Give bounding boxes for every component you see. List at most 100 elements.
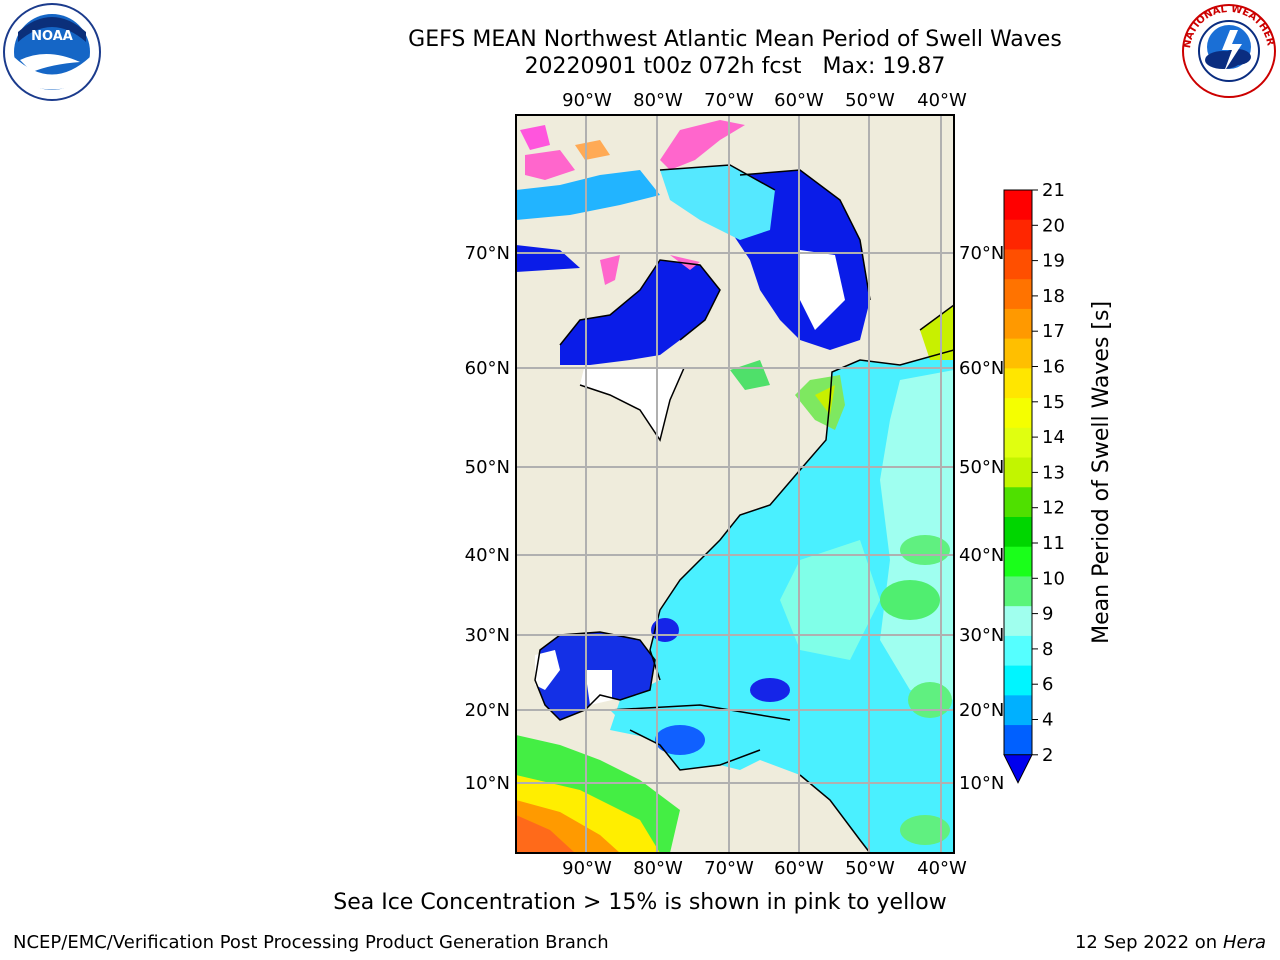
svg-text:NOAA: NOAA bbox=[31, 29, 73, 44]
colorbar-segment bbox=[1004, 249, 1032, 280]
colorbar-tick-label: 6 bbox=[1042, 674, 1053, 695]
green-patch bbox=[900, 815, 950, 845]
lon-label: 60°W bbox=[774, 858, 824, 879]
lat-label: 20°N bbox=[465, 700, 510, 721]
lat-label: 50°N bbox=[465, 457, 510, 478]
lon-label: 40°W bbox=[917, 858, 967, 879]
colorbar-segment bbox=[1004, 546, 1032, 577]
map-title: GEFS MEAN Northwest Atlantic Mean Period… bbox=[408, 27, 1062, 52]
colorbar-tick-label: 21 bbox=[1042, 180, 1065, 201]
lat-label: 10°N bbox=[465, 773, 510, 794]
lat-label: 60°N bbox=[959, 358, 1004, 379]
green-patch bbox=[900, 535, 950, 565]
ocean-light-patch bbox=[880, 370, 954, 700]
colorbar-tick-label: 12 bbox=[1042, 498, 1065, 519]
lat-label: 60°N bbox=[465, 358, 510, 379]
colorbar-segment bbox=[1004, 576, 1032, 607]
colorbar-tick-label: 9 bbox=[1042, 604, 1053, 625]
run-date: 12 Sep 2022 on Hera bbox=[1074, 932, 1266, 953]
lon-labels-bottom: 90°W 80°W 70°W 60°W 50°W 40°W bbox=[562, 858, 967, 879]
colorbar-tick-label: 10 bbox=[1042, 568, 1065, 589]
lon-label: 40°W bbox=[917, 90, 967, 111]
colorbar-tick-label: 19 bbox=[1042, 251, 1065, 272]
colorbar-segment bbox=[1004, 457, 1032, 488]
lat-label: 40°N bbox=[959, 545, 1004, 566]
colorbar-segment bbox=[1004, 725, 1032, 756]
colorbar-segment bbox=[1004, 487, 1032, 518]
colorbar-extend-arrow bbox=[1003, 754, 1033, 784]
colorbar-segment bbox=[1004, 606, 1032, 637]
lon-label: 70°W bbox=[704, 858, 754, 879]
sea-ice-note: Sea Ice Concentration > 15% is shown in … bbox=[333, 890, 947, 915]
colorbar: 21 20 19 18 17 16 15 14 13 12 11 10 9 8 6 4 2 Mean Period… bbox=[1003, 180, 1114, 784]
colorbar-tick-label: 14 bbox=[1042, 427, 1065, 448]
lat-label: 30°N bbox=[465, 625, 510, 646]
ocean-light-patch bbox=[780, 540, 880, 660]
hudson-bay bbox=[560, 260, 720, 365]
colorbar-segment bbox=[1004, 695, 1032, 726]
forecast-date: 20220901 t00z 072h fcst bbox=[524, 54, 802, 79]
colorbar-segment bbox=[1004, 219, 1032, 250]
lat-label: 20°N bbox=[959, 700, 1004, 721]
map-subtitle: 20220901 t00z 072h fcst Max: 19.87 bbox=[400, 54, 1070, 80]
graticule bbox=[516, 115, 954, 853]
colorbar-tick-label: 17 bbox=[1042, 321, 1065, 342]
colorbar-segment bbox=[1004, 190, 1032, 221]
nws-logo: NATIONAL WEATHER SERVICE bbox=[1180, 2, 1276, 98]
sea-ice bbox=[575, 140, 610, 160]
green-patch bbox=[880, 580, 940, 620]
lon-label: 90°W bbox=[562, 858, 612, 879]
sea-ice bbox=[520, 125, 550, 150]
colorbar-segment bbox=[1004, 516, 1032, 548]
lon-label: 50°W bbox=[845, 90, 895, 111]
green-patch bbox=[908, 682, 952, 718]
colorbar-segment bbox=[1004, 635, 1032, 667]
sea-ice bbox=[600, 255, 620, 285]
colorbar-segment bbox=[1004, 427, 1032, 459]
lat-label: 40°N bbox=[465, 545, 510, 566]
colorbar-segment bbox=[1004, 398, 1032, 429]
lat-labels-right: 70°N 60°N 50°N 40°N 30°N 20°N 10°N bbox=[959, 243, 1004, 794]
colorbar-tick-label: 2 bbox=[1042, 745, 1053, 766]
colorbar-label: Mean Period of Swell Waves [s] bbox=[1089, 301, 1114, 644]
colorbar-tick-label: 8 bbox=[1042, 639, 1053, 660]
noaa-logo: NOAA bbox=[3, 3, 101, 101]
map-frame bbox=[515, 114, 955, 854]
lon-label: 60°W bbox=[774, 90, 824, 111]
lat-label: 70°N bbox=[959, 243, 1004, 264]
max-value: Max: 19.87 bbox=[822, 54, 946, 79]
arctic-channel bbox=[516, 245, 580, 272]
dark-patch bbox=[655, 725, 705, 755]
machine-name: Hera bbox=[1222, 932, 1266, 953]
lat-labels-left: 70°N 60°N 50°N 40°N 30°N 20°N 10°N bbox=[465, 243, 510, 794]
colorbar-segment bbox=[1004, 279, 1032, 310]
colorbar-segment bbox=[1004, 338, 1032, 369]
arctic-channel bbox=[516, 170, 660, 220]
lat-label: 70°N bbox=[465, 243, 510, 264]
colorbar-segment bbox=[1004, 665, 1032, 696]
lat-label: 50°N bbox=[959, 457, 1004, 478]
coastlines bbox=[534, 164, 954, 853]
colorbar-tick-label: 20 bbox=[1042, 215, 1065, 236]
colorbar-segment bbox=[1004, 308, 1032, 340]
credit-text: NCEP/EMC/Verification Post Processing Pr… bbox=[13, 932, 609, 953]
lon-label: 80°W bbox=[633, 90, 683, 111]
lat-label: 30°N bbox=[959, 625, 1004, 646]
dark-patch bbox=[750, 678, 790, 702]
colorbar-segment bbox=[1004, 368, 1032, 399]
sea-ice bbox=[525, 150, 575, 180]
lon-labels-top: 90°W 80°W 70°W 60°W 50°W 40°W bbox=[562, 90, 967, 111]
lon-label: 80°W bbox=[633, 858, 683, 879]
lon-label: 70°W bbox=[704, 90, 754, 111]
colorbar-tick-label: 15 bbox=[1042, 392, 1065, 413]
lon-label: 90°W bbox=[562, 90, 612, 111]
baffin bbox=[660, 165, 775, 240]
lat-label: 10°N bbox=[959, 773, 1004, 794]
colorbar-tick-label: 16 bbox=[1042, 357, 1065, 378]
colorbar-tick-label: 18 bbox=[1042, 286, 1065, 307]
sea-ice bbox=[660, 120, 745, 170]
lon-label: 50°W bbox=[845, 858, 895, 879]
colorbar-tick-label: 4 bbox=[1042, 710, 1053, 731]
colorbar-tick-label: 13 bbox=[1042, 462, 1065, 483]
colorbar-tick-label: 11 bbox=[1042, 533, 1065, 554]
